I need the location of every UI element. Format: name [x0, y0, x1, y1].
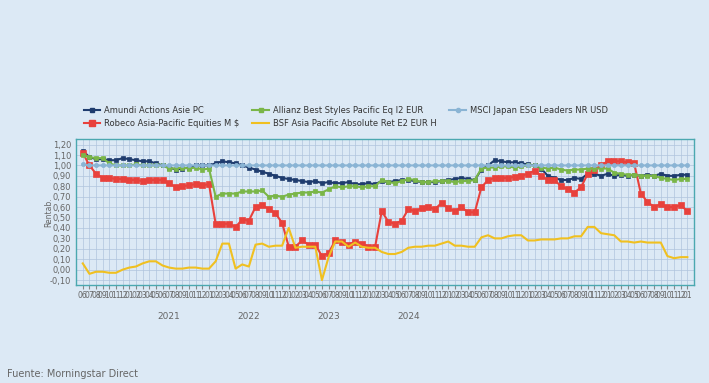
Text: Rentab.: Rentab.	[44, 198, 53, 227]
Text: 2022: 2022	[238, 312, 260, 321]
Text: Fuente: Morningstar Direct: Fuente: Morningstar Direct	[7, 369, 138, 379]
Text: 2021: 2021	[158, 312, 181, 321]
Legend: Amundi Actions Asie PC, Robeco Asia-Pacific Equities M $, Allianz Best Styles Pa: Amundi Actions Asie PC, Robeco Asia-Paci…	[80, 103, 611, 131]
Text: 2024: 2024	[397, 312, 420, 321]
Text: 2023: 2023	[317, 312, 340, 321]
